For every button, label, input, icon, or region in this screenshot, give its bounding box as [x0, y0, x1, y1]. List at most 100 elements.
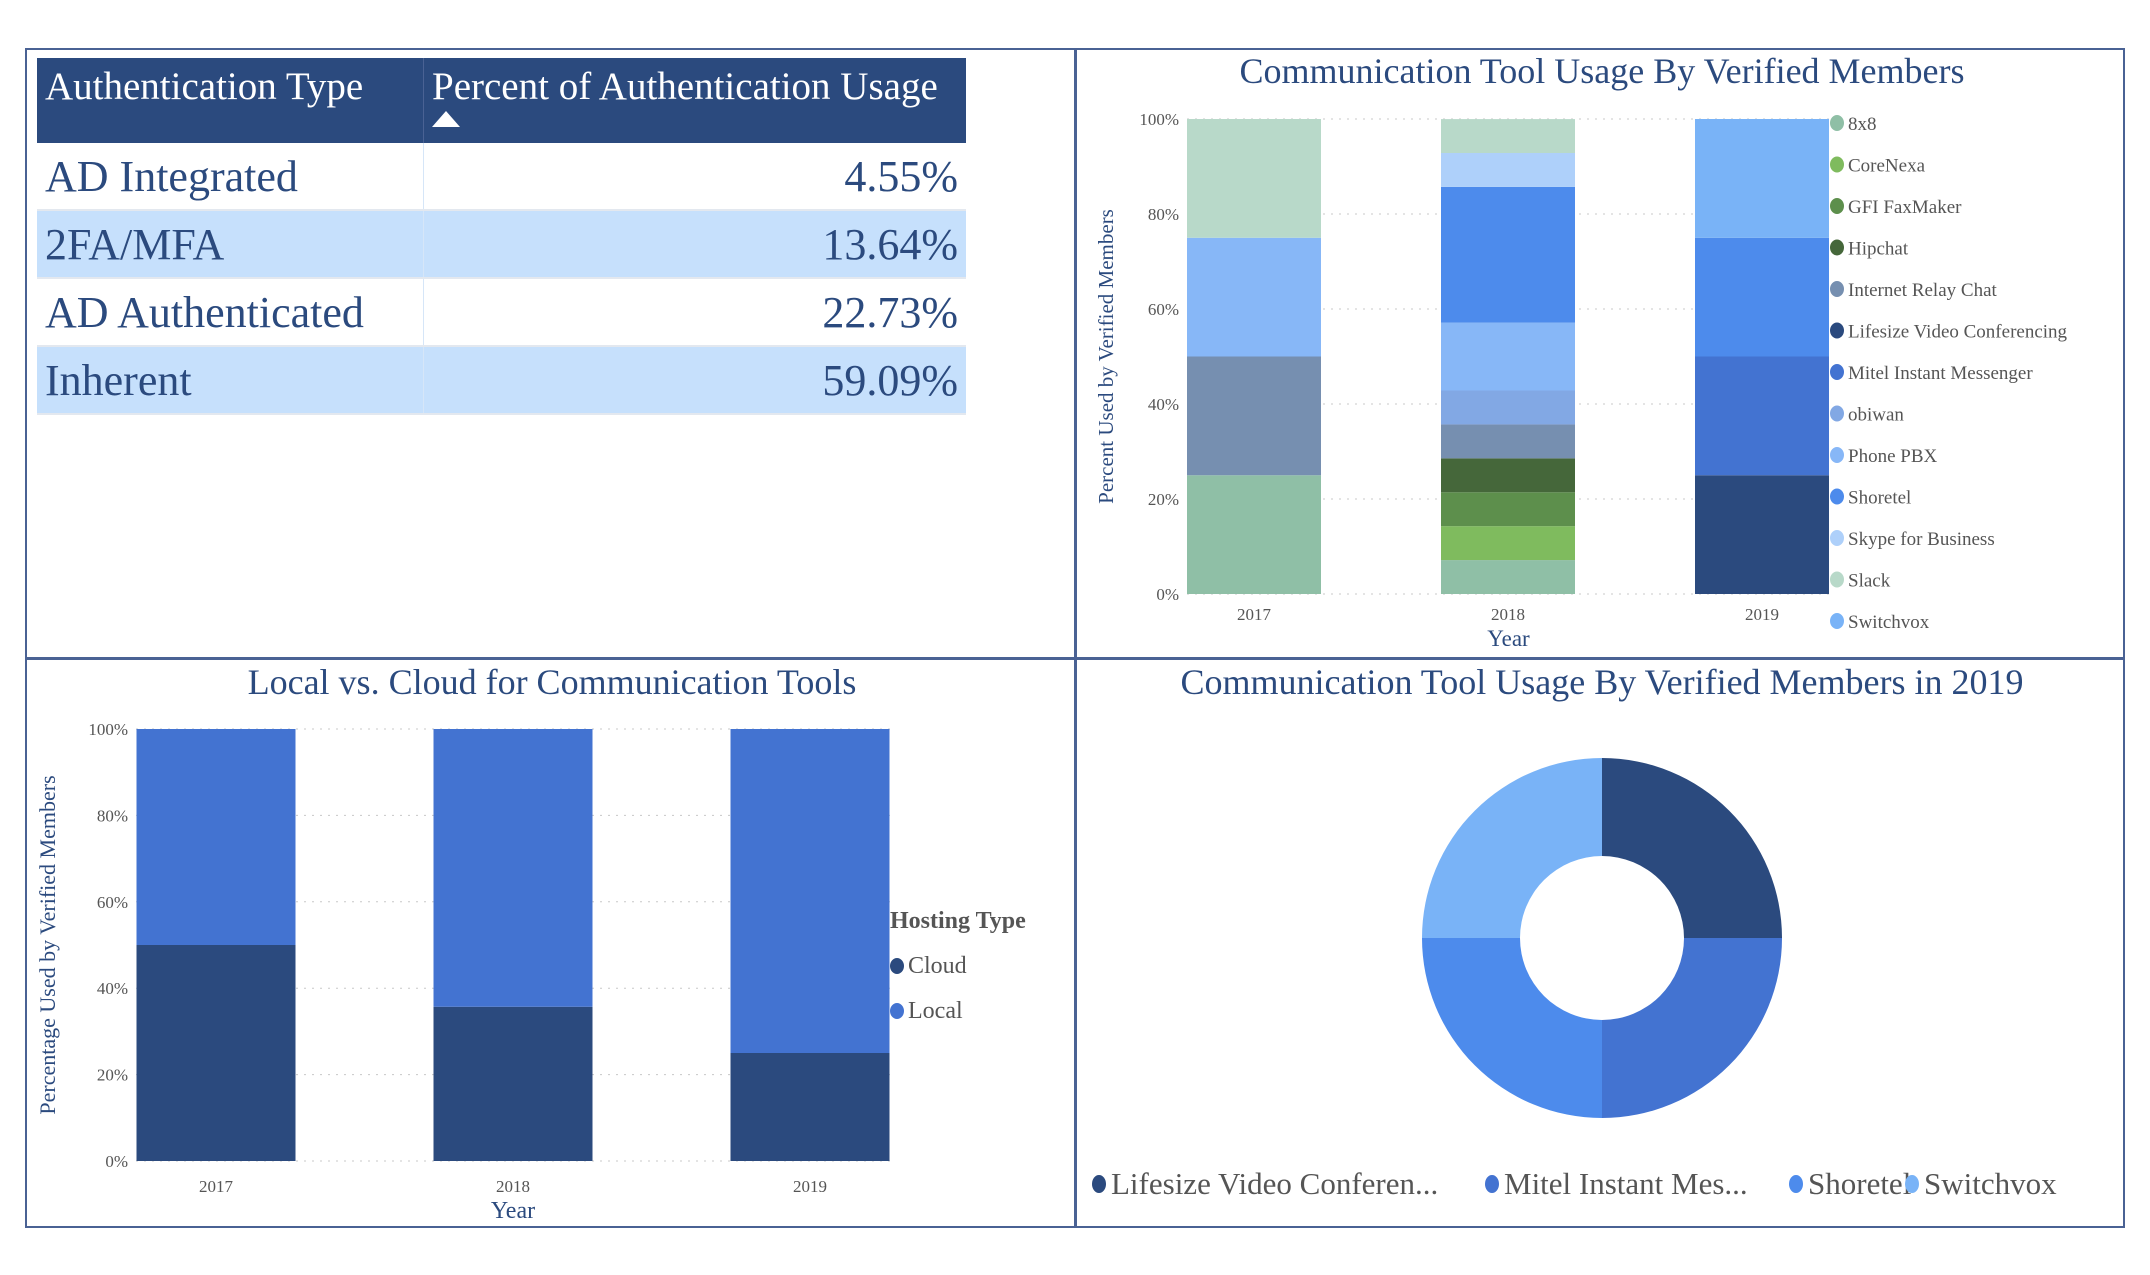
table-row: AD Integrated 4.55%	[37, 143, 966, 211]
column-header-authentication-type[interactable]: Authentication Type	[37, 58, 424, 143]
sort-ascending-icon[interactable]	[432, 111, 460, 127]
bar-segment-internet-relay-chat-2018	[1441, 424, 1575, 459]
legend-item: CoreNexa	[1848, 156, 1926, 177]
donut-slice-shoretel	[1422, 938, 1602, 1118]
x-axis-label: Year	[1487, 626, 1530, 651]
bar-segment-phone-pbx-2017	[1187, 237, 1321, 357]
legend-marker-icon	[1830, 571, 1844, 588]
table-row: Inherent 59.09%	[37, 346, 966, 415]
legend-item: Mitel Instant Messenger	[1848, 363, 2033, 384]
auth-table: Authentication Type Percent of Authentic…	[37, 58, 966, 415]
bar-segment-shoretel-2019	[1695, 237, 1829, 357]
bar-segment-obiwan-2018	[1441, 390, 1575, 425]
legend-item: Slack	[1848, 571, 1891, 592]
hosting-chart-panel: Local vs. Cloud for Communication Tools 0…	[25, 658, 1076, 1228]
bar-segment-switchvox-2019	[1695, 119, 1829, 238]
legend-item: Switchvox	[1924, 1166, 2057, 1201]
legend-marker-icon	[1830, 239, 1844, 256]
legend-title: Hosting Type	[890, 908, 1026, 934]
chart-title: Communication Tool Usage By Verified Mem…	[1239, 51, 1964, 91]
bar-segment-cloud-2019	[730, 1053, 890, 1161]
y-tick-label: 80%	[1148, 205, 1179, 224]
cell-type: Inherent	[37, 346, 424, 415]
y-tick-label: 0%	[105, 1152, 128, 1171]
y-tick-label: 40%	[1148, 395, 1179, 414]
y-tick-label: 20%	[97, 1066, 128, 1085]
bar-segment-lifesize-video-conferencing-2019	[1695, 475, 1829, 594]
y-tick-label: 100%	[1139, 110, 1179, 129]
bar-segment-internet-relay-chat-2017	[1187, 356, 1321, 476]
x-tick-label: 2017	[1237, 605, 1272, 624]
cell-type: AD Integrated	[37, 143, 424, 211]
legend-marker-icon	[1905, 1175, 1919, 1193]
column-header-label: Percent of Authentication Usage	[432, 65, 938, 108]
legend-item: Lifesize Video Conferen...	[1111, 1166, 1438, 1201]
legend-item: 8x8	[1848, 114, 1877, 135]
legend-marker-icon	[1789, 1175, 1803, 1193]
bar-segment-shoretel-2018	[1441, 186, 1575, 323]
bar-segment-cloud-2018	[433, 1006, 593, 1161]
x-tick-label: 2018	[1491, 605, 1525, 624]
legend-marker-icon	[1830, 447, 1844, 463]
legend-marker-icon	[1830, 405, 1844, 422]
bar-segment-corenexa-2018	[1441, 526, 1575, 561]
bar-segment-local-2018	[433, 729, 593, 1007]
bar-segment-phone-pbx-2018	[1441, 322, 1575, 391]
auth-table-panel: Authentication Type Percent of Authentic…	[25, 48, 1076, 659]
bar-segment-local-2019	[730, 729, 890, 1053]
legend-item: Cloud	[908, 953, 967, 979]
donut-slice-lifesize-video-conferencing	[1602, 758, 1782, 938]
bar-segment-hipchat-2018	[1441, 458, 1575, 493]
legend-item: Shoretel	[1848, 488, 1911, 509]
hosting-stacked-bar-chart: Local vs. Cloud for Communication Tools 0…	[35, 662, 1026, 1224]
tool-usage-2019-donut-chart: Communication Tool Usage By Verified Mem…	[1092, 662, 2057, 1201]
column-header-percent[interactable]: Percent of Authentication Usage	[423, 58, 966, 143]
bar-segment-skype-for-business-2018	[1441, 153, 1575, 187]
legend-marker-icon	[1830, 530, 1844, 546]
legend-marker-icon	[1830, 115, 1844, 131]
table-header-row: Authentication Type Percent of Authentic…	[37, 58, 966, 143]
cell-percent: 4.55%	[423, 143, 966, 211]
bar-segment-cloud-2017	[136, 945, 296, 1161]
bar-segment-slack-2018	[1441, 119, 1575, 154]
cell-type: 2FA/MFA	[37, 210, 424, 279]
bar-segment-slack-2017	[1187, 119, 1321, 238]
legend-marker-icon	[1830, 322, 1844, 339]
tool-usage-chart-panel: Communication Tool Usage By Verified Mem…	[1075, 48, 2125, 659]
legend-marker-icon	[1830, 281, 1844, 297]
legend-marker-icon	[1830, 156, 1844, 173]
y-axis-label: Percentage Used by Verified Members	[35, 775, 60, 1114]
chart-title: Communication Tool Usage By Verified Mem…	[1180, 662, 2023, 702]
legend-marker-icon	[1830, 198, 1844, 214]
y-tick-label: 20%	[1148, 490, 1179, 509]
y-axis-label: Percent Used by Verified Members	[1094, 209, 1118, 504]
y-tick-label: 0%	[1156, 585, 1179, 604]
bar-segment-mitel-instant-messenger-2019	[1695, 356, 1829, 476]
bar-segment-local-2017	[136, 729, 296, 945]
legend-item: Skype for Business	[1848, 529, 1995, 550]
legend-item: Internet Relay Chat	[1848, 280, 1998, 301]
legend-marker-icon	[890, 1003, 904, 1019]
legend-marker-icon	[1092, 1175, 1106, 1193]
legend-item: Local	[908, 998, 963, 1024]
donut-slice-mitel-instant-messenger	[1602, 938, 1782, 1118]
legend-item: Phone PBX	[1848, 446, 1937, 467]
tool-usage-stacked-bar-chart: Communication Tool Usage By Verified Mem…	[1094, 51, 2068, 651]
legend-marker-icon	[1485, 1175, 1499, 1193]
legend-item: Hipchat	[1848, 239, 1909, 260]
legend-item: Shoretel	[1808, 1166, 1911, 1201]
bar-segment-8x8-2017	[1187, 475, 1321, 594]
y-tick-label: 100%	[88, 720, 128, 739]
bar-segment-gfi-faxmaker-2018	[1441, 492, 1575, 527]
legend-marker-icon	[1830, 364, 1844, 380]
y-tick-label: 60%	[1148, 300, 1179, 319]
table-row: 2FA/MFA 13.64%	[37, 210, 966, 279]
y-tick-label: 40%	[97, 979, 128, 998]
x-tick-label: 2019	[1745, 605, 1779, 624]
y-tick-label: 80%	[97, 806, 128, 825]
legend-item: Switchvox	[1848, 612, 1930, 633]
cell-type: AD Authenticated	[37, 278, 424, 347]
chart-title: Local vs. Cloud for Communication Tools	[248, 662, 857, 702]
table-row: AD Authenticated 22.73%	[37, 278, 966, 347]
legend-item: GFI FaxMaker	[1848, 197, 1962, 218]
